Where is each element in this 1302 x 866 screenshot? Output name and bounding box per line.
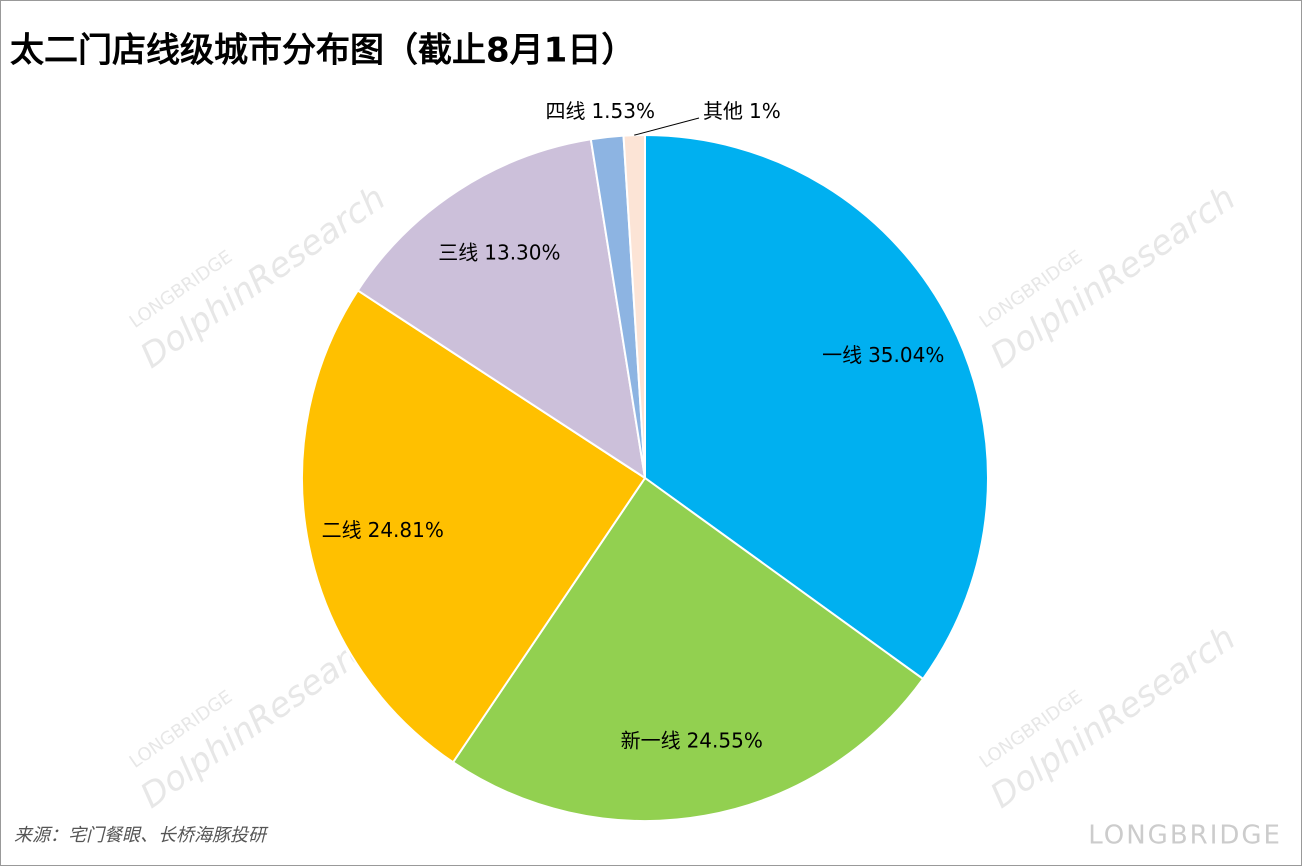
category-label: 三线 — [438, 240, 478, 264]
data-label: 四线 1.53% — [545, 99, 655, 123]
data-label: 新一线 24.55% — [621, 728, 763, 752]
pie-slice — [644, 133, 989, 681]
category-label: 其他 — [703, 99, 743, 123]
logo-text: LONGBRIDGE — [1088, 821, 1282, 851]
value-label: 24.55% — [687, 728, 763, 752]
pie-slice — [300, 289, 647, 764]
value-label: 1% — [749, 99, 781, 123]
value-label: 24.81% — [368, 517, 444, 541]
data-label: 其他 1% — [703, 99, 781, 123]
value-label: 13.30% — [484, 240, 560, 264]
category-label: 二线 — [322, 517, 362, 541]
category-label: 新一线 — [621, 728, 681, 752]
data-label: 三线 13.30% — [438, 240, 560, 264]
chart-title: 太二门店线级城市分布图（截止8月1日） — [10, 31, 635, 71]
pie-slice — [622, 133, 646, 479]
pie-slice — [451, 476, 925, 822]
data-label: 一线 35.04% — [822, 343, 944, 367]
value-label: 35.04% — [868, 343, 944, 367]
pie-slice — [356, 138, 647, 481]
value-label: 1.53% — [591, 99, 655, 123]
category-label: 四线 — [545, 99, 585, 123]
leader-line — [634, 117, 700, 136]
source: 来源：宅门餐眼、长桥海豚投研 — [14, 825, 269, 846]
data-label: 二线 24.81% — [322, 517, 444, 541]
category-label: 一线 — [822, 343, 862, 367]
